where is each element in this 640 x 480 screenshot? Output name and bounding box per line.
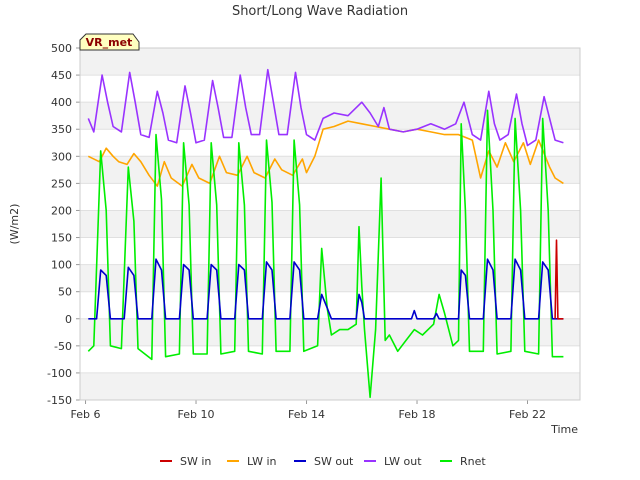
- y-tick-label: 500: [51, 42, 72, 55]
- series-line-lw-out: [87, 68, 564, 147]
- grid-band: [80, 210, 580, 238]
- legend-label: LW in: [247, 455, 277, 468]
- legend-label: SW out: [314, 455, 354, 468]
- station-badge: VR_met: [79, 33, 140, 51]
- y-tick-label: -150: [47, 394, 72, 407]
- y-tick-label: 400: [51, 96, 72, 109]
- x-tick-label: Feb 14: [288, 408, 325, 421]
- legend: SW in LW in SW out LW out Rnet: [160, 455, 486, 468]
- series-line-sw-in: [554, 239, 564, 320]
- x-tick-label: Feb 22: [509, 408, 546, 421]
- grid-band: [80, 237, 580, 265]
- y-tick-label: 0: [65, 313, 72, 326]
- badge-label: VR_met: [86, 36, 133, 49]
- chart-title: Short/Long Wave Radiation: [232, 4, 408, 19]
- y-tick-label: 100: [51, 259, 72, 272]
- y-tick-label: -50: [54, 340, 72, 353]
- grid-band: [80, 75, 580, 103]
- legend-label: SW in: [180, 455, 211, 468]
- y-tick-label: 300: [51, 150, 72, 163]
- grid-band: [80, 129, 580, 157]
- y-tick-label: -100: [47, 367, 72, 380]
- y-tick-label: 450: [51, 69, 72, 82]
- series-line-sw-out: [88, 258, 564, 320]
- grid-band: [80, 48, 580, 76]
- y-axis-label: (W/m2): [8, 204, 21, 245]
- legend-label: LW out: [384, 455, 422, 468]
- grid-band: [80, 372, 580, 400]
- series-line-rnet: [87, 109, 564, 399]
- y-tick-label: 350: [51, 123, 72, 136]
- plot-frame: [79, 47, 581, 401]
- x-tick-label: Feb 18: [399, 408, 436, 421]
- grid-band: [80, 345, 580, 373]
- x-axis-ticks: Feb 6 Feb 10 Feb 14 Feb 18 Feb 22: [71, 400, 546, 421]
- x-tick-label: Feb 10: [178, 408, 215, 421]
- legend-label: Rnet: [460, 455, 486, 468]
- y-tick-label: 50: [58, 286, 72, 299]
- grid-band: [80, 156, 580, 184]
- y-tick-label: 250: [51, 177, 72, 190]
- y-tick-label: 200: [51, 204, 72, 217]
- y-tick-label: 150: [51, 232, 72, 245]
- badge-shape: [79, 33, 140, 51]
- series-line-lw-in: [87, 120, 564, 187]
- x-tick-label: Feb 6: [71, 408, 101, 421]
- grid-band: [80, 183, 580, 211]
- x-axis-label: Time: [550, 423, 578, 436]
- series-layer: [87, 68, 564, 399]
